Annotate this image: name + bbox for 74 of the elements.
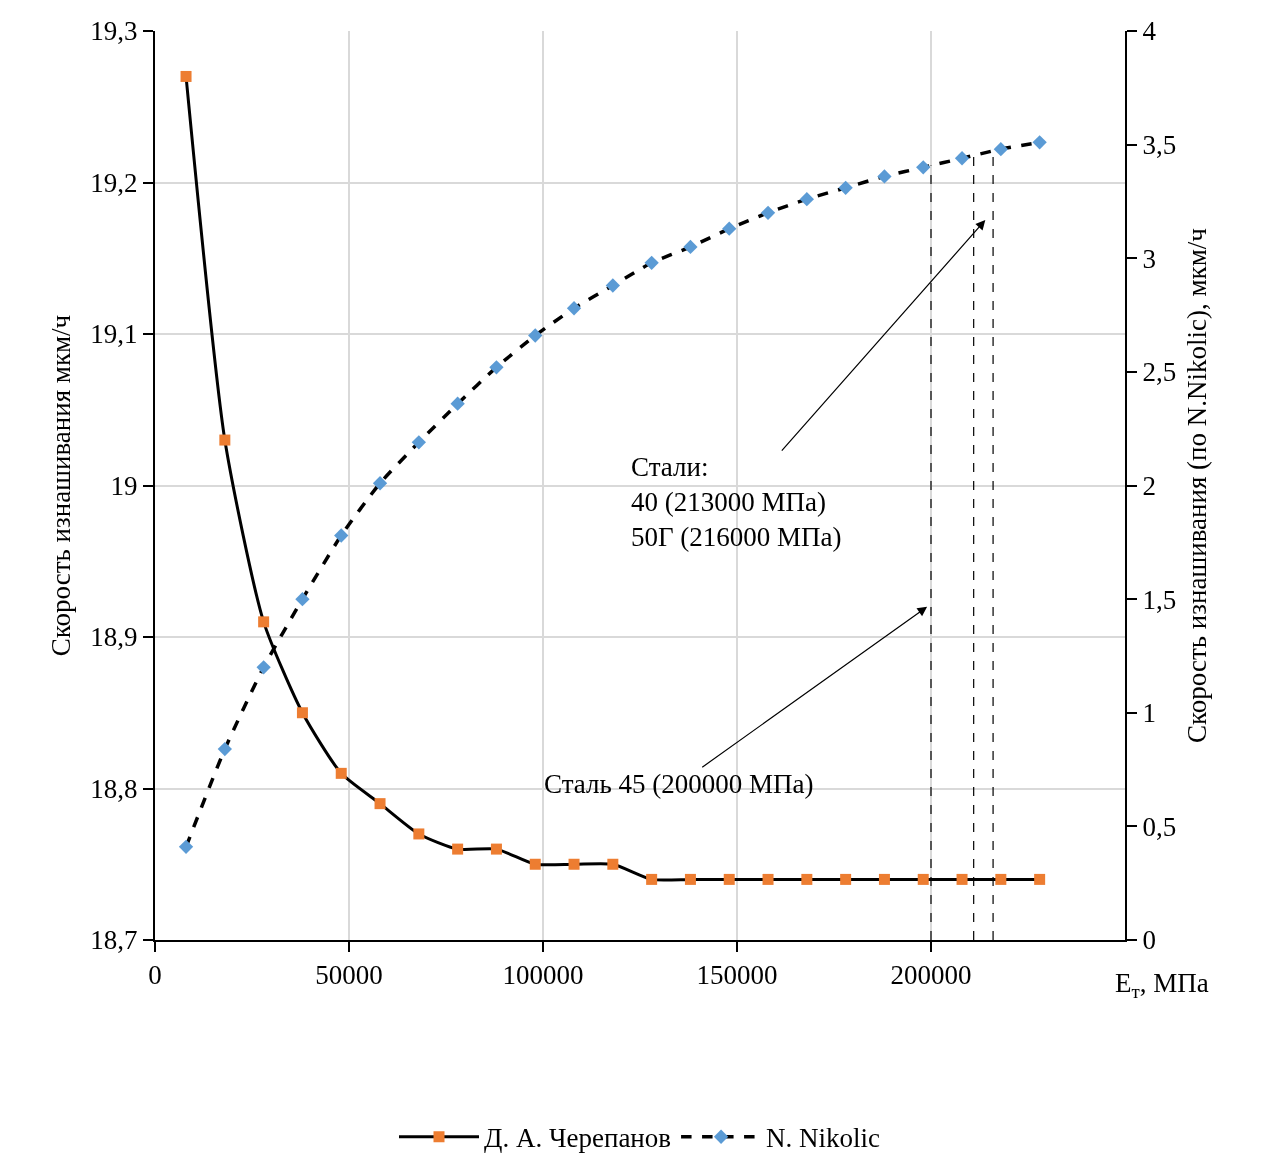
point xyxy=(605,278,620,293)
point xyxy=(762,873,774,885)
point xyxy=(993,142,1008,157)
legend-label: N. Nikolic xyxy=(766,1123,881,1154)
point xyxy=(452,843,464,855)
y2-tick-label: 0 xyxy=(1142,925,1156,956)
point xyxy=(1034,873,1046,885)
y-tick-label: 18,8 xyxy=(90,773,138,804)
point xyxy=(258,616,270,628)
point xyxy=(372,476,388,491)
point xyxy=(295,591,310,607)
point xyxy=(1032,135,1047,150)
point xyxy=(489,360,504,375)
y-tick-label: 18,9 xyxy=(90,622,138,653)
point xyxy=(722,221,737,236)
y2-tick-label: 1 xyxy=(1142,698,1156,729)
annotation: Стали: 40 (213000 МПа) 50Г (216000 МПа) xyxy=(631,452,842,553)
x-tick-label: 150000 xyxy=(696,960,778,991)
point xyxy=(877,169,892,184)
y2-tick-label: 1,5 xyxy=(1142,584,1177,615)
point xyxy=(646,873,658,885)
point xyxy=(335,767,347,779)
point xyxy=(296,707,308,719)
point xyxy=(801,873,813,885)
point xyxy=(219,434,231,446)
y2-tick-label: 2,5 xyxy=(1142,357,1177,388)
point xyxy=(916,160,931,175)
point xyxy=(878,873,890,885)
y2-tick-label: 2 xyxy=(1142,470,1156,501)
point xyxy=(217,741,232,757)
annotation: Сталь 45 (200000 МПа) xyxy=(544,769,814,799)
x-tick-label: 0 xyxy=(148,960,162,991)
point xyxy=(178,839,194,854)
x-tick-label: 200000 xyxy=(890,960,972,991)
y2-axis-title: Скорость изнашивания (по N.Nikolic), мкм/ч xyxy=(1182,228,1213,743)
point xyxy=(568,858,580,870)
point xyxy=(644,255,659,270)
point xyxy=(490,843,502,855)
y2-tick-label: 3,5 xyxy=(1142,130,1177,161)
y2-tick-label: 0,5 xyxy=(1142,811,1177,842)
point xyxy=(334,528,349,543)
point xyxy=(995,873,1007,885)
y2-tick-label: 4 xyxy=(1142,16,1157,47)
y-tick-label: 19,1 xyxy=(90,319,138,350)
point xyxy=(256,660,271,675)
point xyxy=(566,301,582,316)
point xyxy=(374,798,386,810)
point xyxy=(607,858,619,870)
point xyxy=(840,873,852,885)
point xyxy=(956,873,968,885)
point xyxy=(413,828,425,840)
y-tick-label: 18,7 xyxy=(90,925,138,956)
x-tick-label: 100000 xyxy=(502,960,584,991)
point xyxy=(450,396,465,411)
legend-label: Д. А. Черепанов xyxy=(484,1123,672,1154)
x-axis-title: E$_{т}$, МПа xyxy=(1115,968,1209,1002)
point xyxy=(954,151,970,166)
y-tick-label: 19,3 xyxy=(90,16,138,47)
point xyxy=(684,873,696,885)
point xyxy=(799,192,814,207)
point xyxy=(529,858,541,870)
point xyxy=(760,205,776,220)
point xyxy=(723,873,735,885)
point xyxy=(180,70,192,82)
y2-tick-label: 3 xyxy=(1142,243,1156,274)
point xyxy=(411,435,426,450)
point xyxy=(528,328,543,343)
y-tick-label: 19,2 xyxy=(90,167,138,198)
point xyxy=(838,180,853,195)
point xyxy=(917,873,929,885)
point xyxy=(683,239,698,255)
y-tick-label: 19 xyxy=(110,470,138,501)
y-axis-title: Скорость изнашивания мкм/ч xyxy=(45,314,76,657)
x-tick-label: 50000 xyxy=(315,960,383,991)
